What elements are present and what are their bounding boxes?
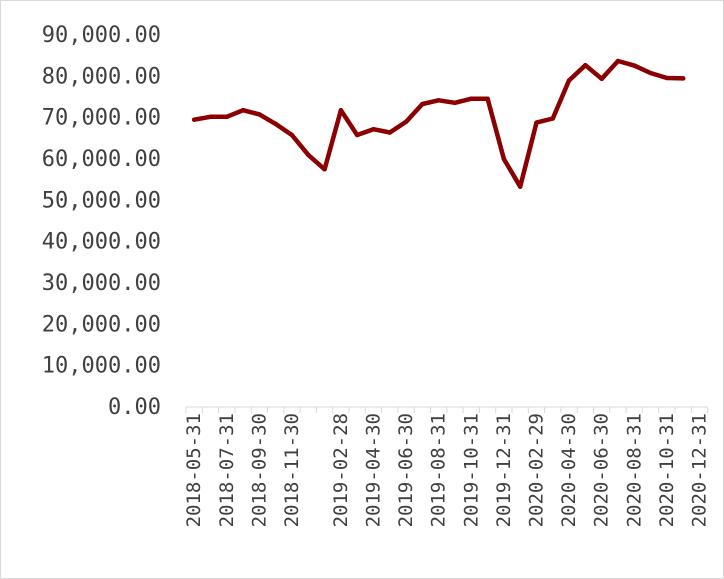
x-tick-label: 2020-08-31: [623, 413, 645, 527]
y-tick-label: 0.00: [108, 395, 161, 420]
y-tick-label: 10,000.00: [42, 354, 161, 379]
x-tick-label: 2020-10-31: [656, 413, 678, 527]
y-axis-labels: 0.00 10,000.00 20,000.00 30,000.00 40,000.00…: [42, 23, 161, 420]
x-tick-label: 2019-12-31: [493, 413, 515, 527]
x-tick-label: 2018-11-30: [281, 413, 303, 527]
y-tick-label: 40,000.00: [42, 230, 161, 255]
data-point: [191, 117, 197, 122]
x-axis: [185, 406, 709, 413]
data-point: [257, 112, 262, 117]
x-tick-label: 2019-08-31: [428, 413, 450, 527]
data-point: [224, 114, 229, 120]
data-point: [550, 116, 555, 121]
data-point: [387, 130, 392, 135]
data-point: [289, 132, 295, 138]
series-line: [191, 58, 686, 189]
data-point: [599, 76, 604, 82]
x-tick-label: 2019-02-28: [330, 413, 352, 527]
x-axis-labels: 2018-05-31 2018-07-31 2018-09-30 2018-11-30…: [183, 413, 710, 527]
y-tick-label: 20,000.00: [42, 312, 161, 337]
data-point: [338, 108, 344, 113]
y-tick-label: 50,000.00: [42, 188, 161, 213]
x-tick-label: 2020-02-29: [525, 413, 547, 527]
data-point: [306, 152, 311, 158]
y-tick-label: 60,000.00: [42, 147, 161, 172]
series-group: [191, 58, 686, 189]
x-tick-label: 2019-10-31: [460, 413, 482, 527]
data-point: [566, 78, 572, 83]
data-point: [240, 108, 246, 113]
x-tick-label: 2020-04-30: [558, 413, 580, 527]
data-point: [680, 76, 686, 81]
x-tick-label: 2018-07-31: [216, 413, 238, 527]
y-tick-label: 90,000.00: [42, 23, 161, 48]
data-point: [322, 167, 327, 172]
data-point: [615, 58, 621, 64]
data-point: [420, 101, 425, 107]
data-point: [354, 132, 360, 138]
data-point: [452, 100, 458, 105]
data-point: [371, 127, 376, 132]
data-point: [648, 70, 653, 76]
data-point: [632, 63, 637, 68]
data-point: [208, 114, 213, 120]
data-point: [273, 121, 278, 127]
y-tick-label: 80,000.00: [42, 64, 161, 89]
data-point: [664, 75, 670, 81]
x-tick-label: 2019-06-30: [395, 413, 417, 527]
data-point: [403, 119, 409, 125]
x-tick-label: 2019-04-30: [362, 413, 384, 527]
y-tick-label: 70,000.00: [42, 106, 161, 131]
data-point: [501, 156, 507, 162]
data-point: [436, 98, 441, 103]
x-tick-label: 2018-05-31: [183, 413, 205, 527]
x-tick-label: 2018-09-30: [248, 413, 270, 527]
data-point: [534, 120, 539, 125]
data-point: [469, 96, 474, 101]
data-point: [517, 184, 523, 189]
x-tick-label: 2020-06-30: [591, 413, 613, 527]
y-tick-label: 30,000.00: [42, 271, 161, 296]
data-point: [583, 62, 588, 68]
data-point: [485, 96, 490, 101]
x-tick-label: 2020-12-31: [688, 413, 710, 527]
